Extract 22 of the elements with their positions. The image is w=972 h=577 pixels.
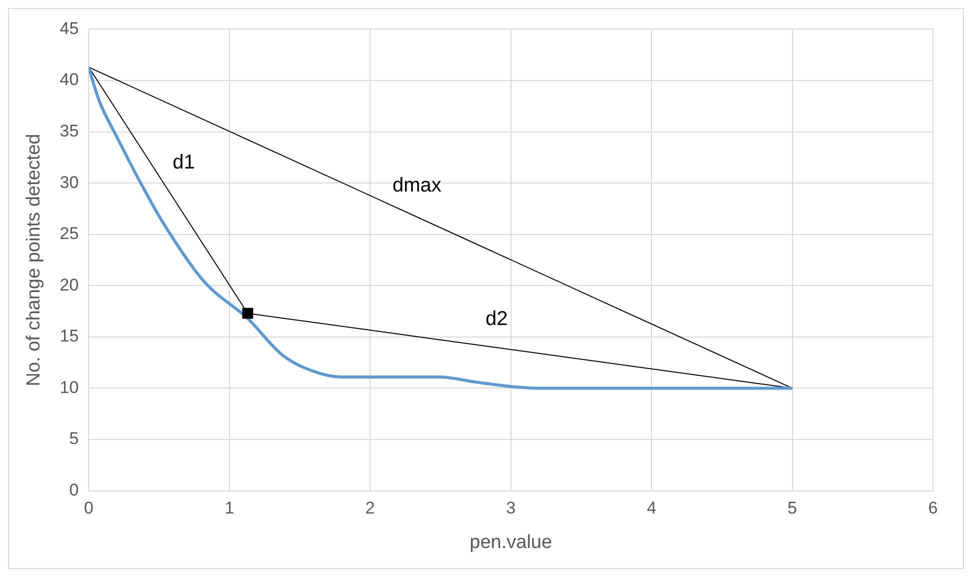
y-tick-label: 45 xyxy=(60,18,79,38)
series-label: dmax xyxy=(392,174,442,197)
y-tick-label: 0 xyxy=(69,480,79,500)
y-tick-label: 5 xyxy=(69,429,79,448)
x-axis-title: pen.value xyxy=(470,532,552,553)
y-tick-label: 40 xyxy=(60,70,79,90)
x-tick-label: 4 xyxy=(646,498,656,518)
y-tick-label: 10 xyxy=(60,378,79,397)
x-tick-label: 2 xyxy=(365,498,375,518)
x-tick-label: 5 xyxy=(788,498,798,518)
y-tick-label: 30 xyxy=(60,172,79,192)
y-tick-label: 20 xyxy=(60,275,79,294)
x-tick-label: 0 xyxy=(84,498,94,518)
x-tick-label: 3 xyxy=(506,498,516,518)
y-tick-label: 15 xyxy=(60,326,79,346)
x-tick-label: 6 xyxy=(928,498,938,518)
y-tick-label: 35 xyxy=(60,121,79,140)
x-tick-label: 1 xyxy=(224,498,234,518)
y-axis-title: No. of change points detected xyxy=(24,134,45,386)
series-label: d1 xyxy=(172,151,195,174)
y-tick-label: 25 xyxy=(60,224,79,244)
series-label: d2 xyxy=(485,308,508,330)
